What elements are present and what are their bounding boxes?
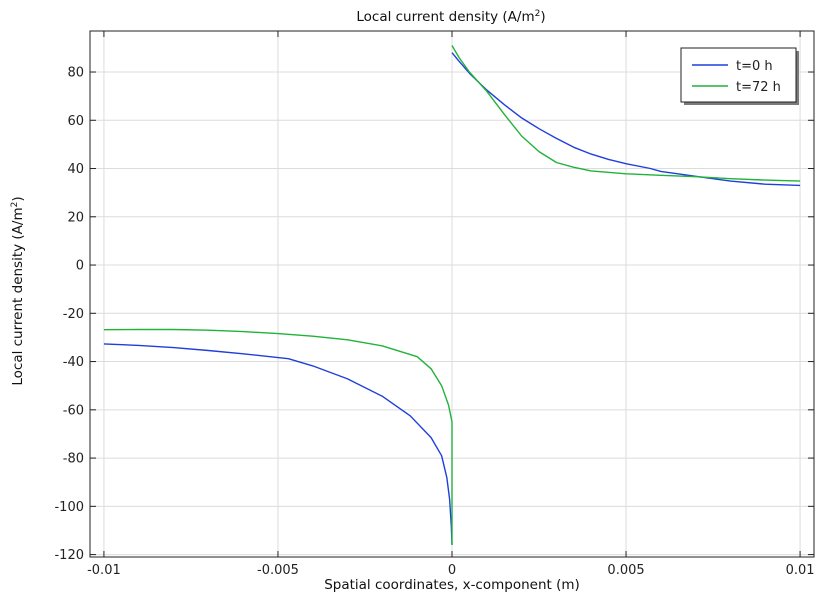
legend: t=0 h t=72 h: [680, 47, 799, 105]
y-tick-label: -100: [54, 500, 84, 515]
x-tick-label: 0.01: [786, 563, 815, 578]
chart-title: Local current density (A/m2): [356, 9, 545, 25]
x-tick-label: -0.01: [87, 563, 121, 578]
y-tick-label: 20: [67, 210, 84, 225]
y-tick-label: 80: [67, 66, 84, 81]
y-tick-label: -40: [63, 355, 84, 370]
x-tick-label: 0.005: [607, 563, 644, 578]
y-tick-label: -60: [63, 403, 84, 418]
grid-lines: [90, 31, 814, 557]
x-tick-labels: -0.01 -0.005 0 0.005 0.01: [87, 563, 814, 578]
series-line-t72: [451, 45, 801, 182]
y-tick-label: 40: [67, 162, 84, 177]
y-tick-labels: -120 -100 -80 -60 -40 -20 0 20 40 60 80: [54, 66, 84, 564]
x-axis-label: Spatial coordinates, x-component (m): [324, 577, 580, 593]
series-line-t72: [103, 328, 453, 545]
y-tick-label: -20: [63, 307, 84, 322]
legend-label-t72: t=72 h: [736, 80, 781, 95]
series-layer: [103, 45, 801, 545]
y-tick-label: -120: [54, 548, 84, 563]
legend-label-t0: t=0 h: [736, 59, 773, 74]
x-tick-label: 0: [448, 563, 456, 578]
series-line-t0: [103, 343, 453, 545]
y-tick-label: 60: [67, 114, 84, 129]
tick-marks: [90, 31, 814, 557]
y-tick-label: 0: [76, 259, 84, 274]
legend-box: [680, 47, 797, 103]
x-tick-label: -0.005: [257, 563, 299, 578]
y-axis-label: Local current density (A/m2): [10, 196, 26, 385]
y-tick-label: -80: [63, 452, 84, 467]
